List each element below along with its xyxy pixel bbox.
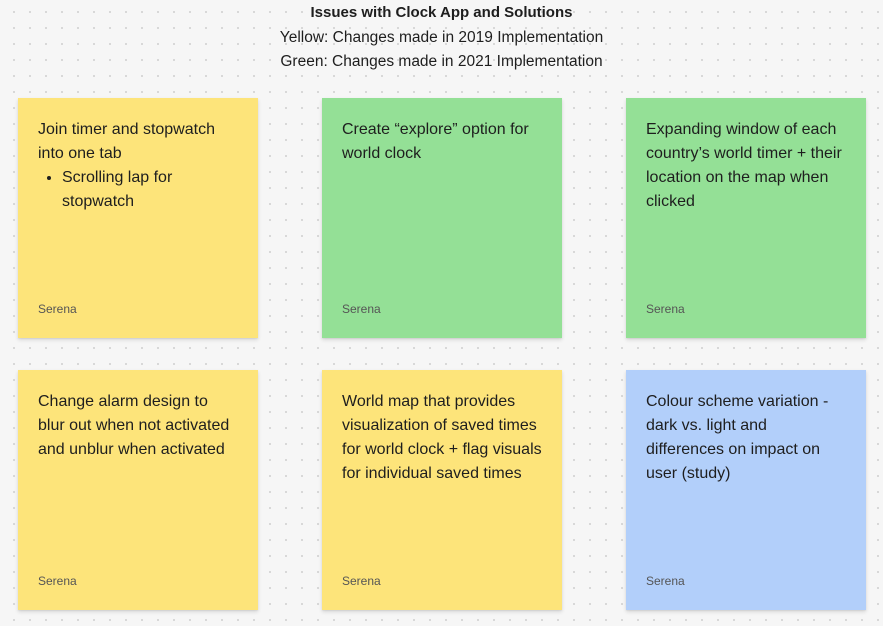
- sticky-note-text: Change alarm design to blur out when not…: [38, 393, 230, 458]
- sticky-note-author: Serena: [38, 302, 77, 316]
- sticky-note-text: World map that provides visualization of…: [342, 393, 542, 482]
- bullet-item: Scrolling lap for stopwatch: [62, 166, 238, 214]
- header: Issues with Clock App and Solutions Yell…: [0, 4, 883, 74]
- sticky-note[interactable]: Create “explore” option for world clock …: [322, 98, 562, 338]
- legend-green: Green: Changes made in 2021 Implementati…: [280, 53, 603, 70]
- sticky-note-author: Serena: [38, 574, 77, 588]
- bullet-list: Scrolling lap for stopwatch: [38, 166, 238, 214]
- legend-yellow: Yellow: Changes made in 2019 Implementat…: [279, 29, 604, 46]
- sticky-note[interactable]: World map that provides visualization of…: [322, 370, 562, 610]
- sticky-note[interactable]: Colour scheme variation - dark vs. light…: [626, 370, 866, 610]
- sticky-note-author: Serena: [342, 574, 381, 588]
- sticky-note-author: Serena: [646, 574, 685, 588]
- sticky-note-text: Join timer and stopwatch into one tab: [38, 121, 215, 162]
- sticky-note[interactable]: Expanding window of each country’s world…: [626, 98, 866, 338]
- sticky-note-author: Serena: [646, 302, 685, 316]
- sticky-note-text: Colour scheme variation - dark vs. light…: [646, 393, 829, 482]
- sticky-note[interactable]: Join timer and stopwatch into one tab Sc…: [18, 98, 258, 338]
- sticky-note-text: Expanding window of each country’s world…: [646, 121, 842, 210]
- sticky-note-author: Serena: [342, 302, 381, 316]
- sticky-note-text: Create “explore” option for world clock: [342, 121, 529, 162]
- board-title: Issues with Clock App and Solutions: [310, 4, 573, 21]
- sticky-note[interactable]: Change alarm design to blur out when not…: [18, 370, 258, 610]
